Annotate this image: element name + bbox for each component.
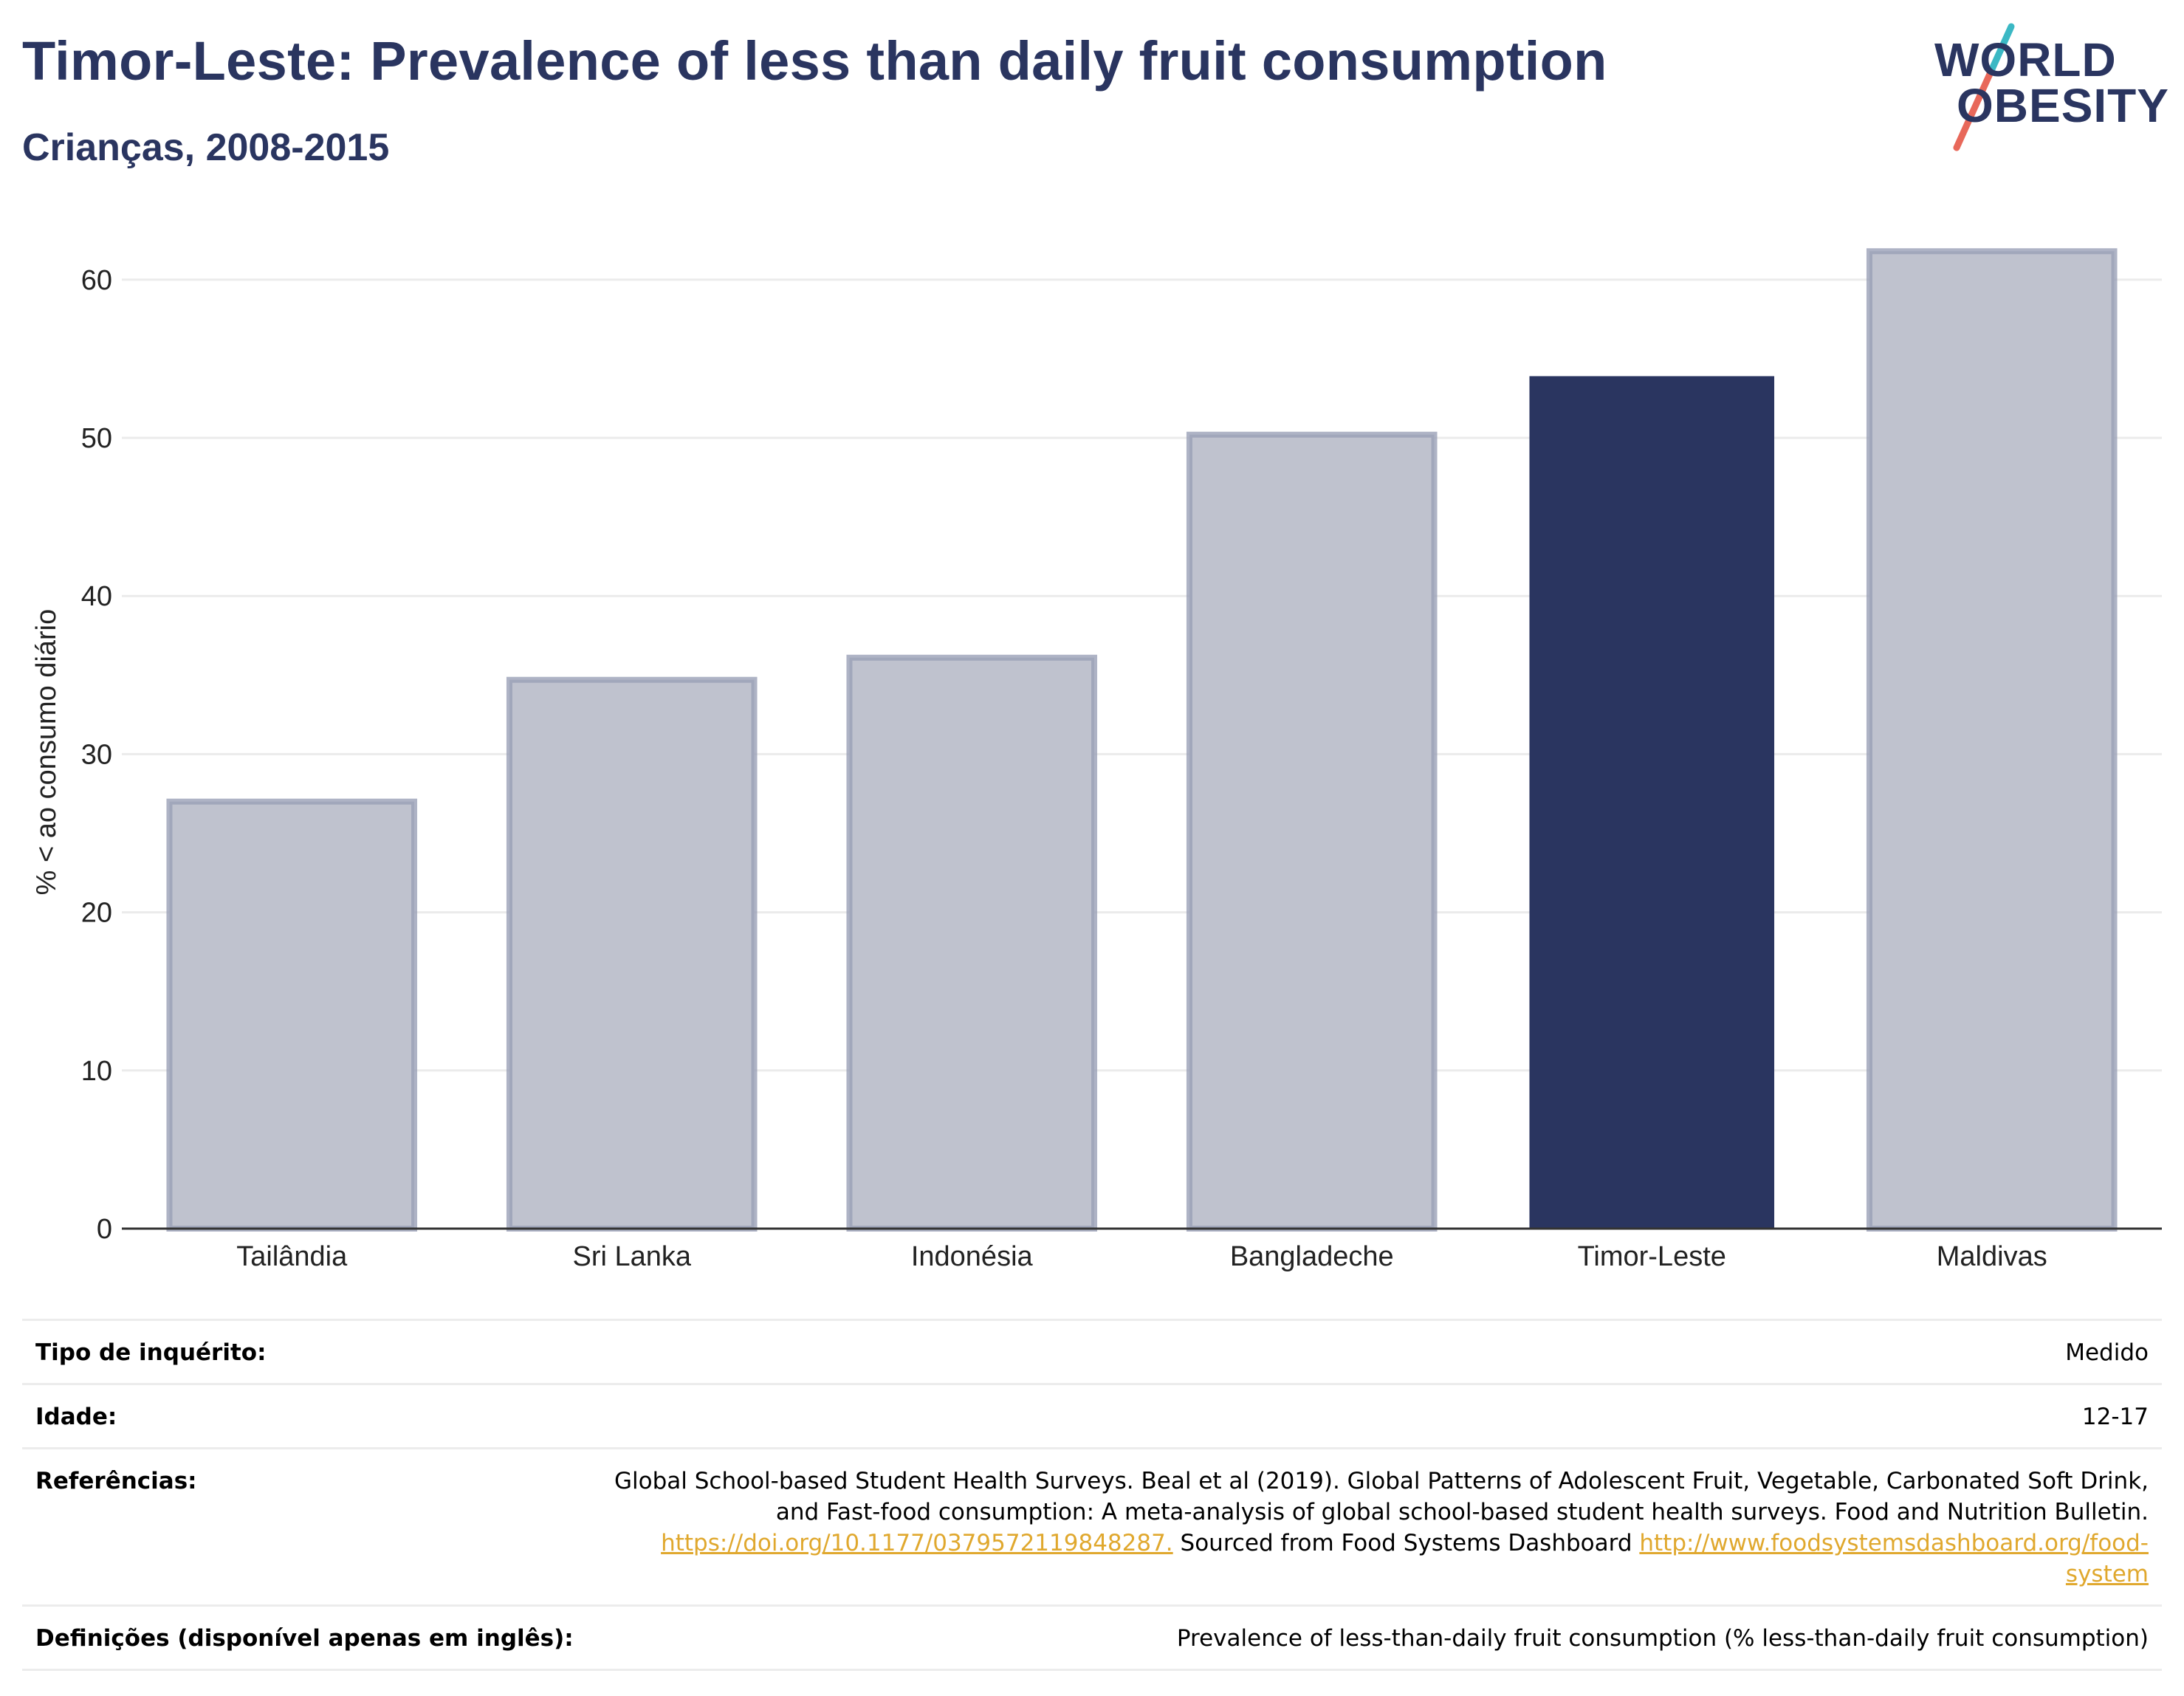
x-tick-label: Timor-Leste (1578, 1241, 1726, 1272)
dashboard-link[interactable]: http://www.foodsystemsdashboard.org/food… (1639, 1530, 2149, 1556)
logo-slash-icon (1953, 23, 2015, 151)
bar-indon-sia (846, 654, 1098, 1232)
bar-maldivas (1866, 248, 2118, 1232)
logo-wordmark: WORLD OBESITY (1934, 33, 2169, 132)
reference-line-1: Global School-based Student Health Surve… (614, 1468, 2149, 1494)
bar-sri-lanka (506, 676, 758, 1232)
reference-line-3: Sourced from Food Systems Dashboard (1172, 1530, 1640, 1556)
x-tick-label: Bangladeche (1230, 1241, 1394, 1272)
info-row-age: Idade: 12-17 (22, 1383, 2162, 1447)
x-tick-label: Sri Lanka (572, 1241, 691, 1272)
info-table: Tipo de inquérito: Medido Idade: 12-17 R… (22, 1319, 2162, 1671)
gridlines (122, 278, 2162, 1072)
info-value: Prevalence of less-than-daily fruit cons… (1176, 1625, 2149, 1652)
doi-link[interactable]: https://doi.org/10.1177/0379572119848287… (661, 1530, 1173, 1556)
logo-line-1: WORLD (1934, 33, 2117, 86)
y-tick-label: 40 (81, 581, 112, 612)
info-key: Tipo de inquérito: (35, 1339, 267, 1366)
y-tick-label: 50 (81, 423, 112, 454)
y-tick-label: 30 (81, 739, 112, 770)
y-tick-label: 20 (81, 898, 112, 929)
x-tick-label: Tailândia (236, 1241, 348, 1272)
info-value: 12-17 (2081, 1404, 2149, 1430)
reference-text: Global School-based Student Health Surve… (614, 1466, 2149, 1590)
x-tick-label: Indonésia (911, 1241, 1034, 1272)
y-tick-label: 60 (81, 265, 112, 296)
bar-chart: 0 10 20 30 40 50 60 Tailândia Sri Lanka Indonésia… (31, 248, 2162, 1272)
bars (166, 248, 2118, 1232)
reference-line-2: and Fast-food consumption: A meta-analys… (775, 1499, 2149, 1525)
chart-title: Timor-Leste: Prevalence of less than dai… (22, 30, 1607, 92)
info-row-survey-type: Tipo de inquérito: Medido (22, 1319, 2162, 1383)
y-axis-label: % < ao consumo diário (31, 609, 62, 896)
info-row-references: Referências: Global School-based Student… (22, 1447, 2162, 1604)
info-row-definitions: Definições (disponível apenas em inglês)… (22, 1604, 2162, 1671)
bar-bangladeche (1186, 431, 1438, 1232)
chart-subtitle: Crianças, 2008-2015 (22, 126, 390, 169)
bar-timor-leste (1529, 376, 1775, 1229)
dashboard-link-continued[interactable]: system (2065, 1561, 2149, 1587)
info-key: Referências: (35, 1468, 197, 1494)
axes: 0 10 20 30 40 50 60 Tailândia Sri Lanka Indonésia… (81, 265, 2162, 1272)
y-tick-label: 0 (97, 1214, 112, 1245)
x-tick-label: Maldivas (1937, 1241, 2047, 1272)
world-obesity-logo: WORLD OBESITY (1920, 21, 2171, 154)
info-value: Medido (2065, 1339, 2149, 1366)
info-key: Idade: (35, 1404, 117, 1430)
info-key: Definições (disponível apenas em inglês)… (35, 1625, 574, 1652)
y-tick-label: 10 (81, 1056, 112, 1087)
logo-line-2: OBESITY (1957, 79, 2169, 132)
bar-tail-ndia (166, 798, 418, 1232)
